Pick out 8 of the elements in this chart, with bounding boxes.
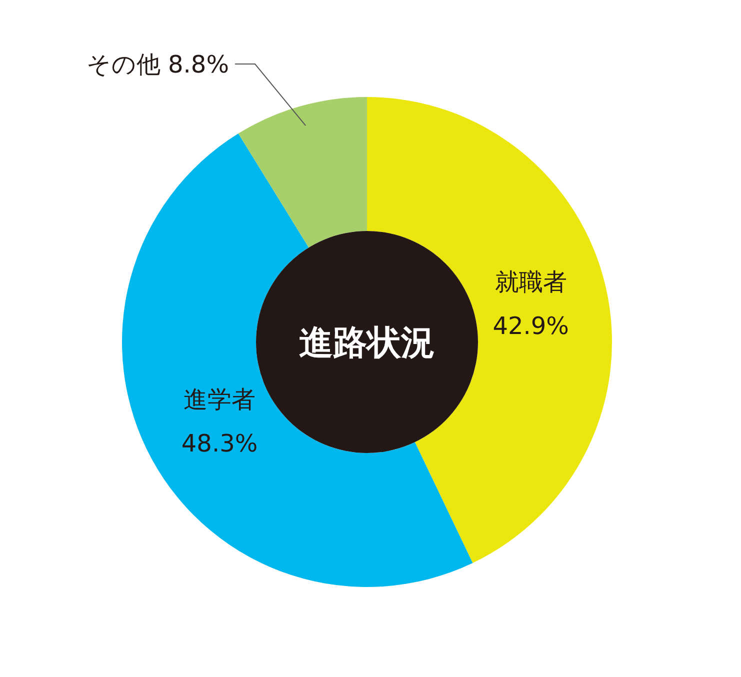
slice-label: 進学者: [184, 385, 256, 414]
donut-slice: [238, 97, 367, 248]
slice-label: 就職者: [494, 268, 567, 296]
donut-slice: [122, 134, 473, 587]
text: 進路状況: [299, 322, 435, 363]
data-label: 42.9%: [492, 312, 569, 340]
slice-label: その他 8.8%: [86, 50, 229, 78]
data-label: 48.3%: [181, 429, 258, 458]
